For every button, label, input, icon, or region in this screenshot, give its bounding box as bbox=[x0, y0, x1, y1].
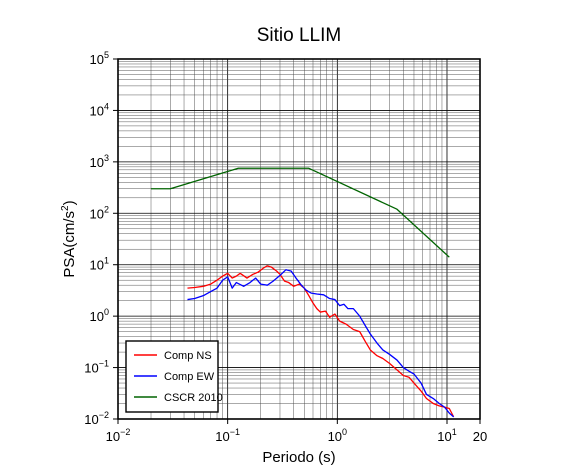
tick-base: 10 bbox=[328, 429, 342, 444]
tick-base: 10 bbox=[106, 429, 120, 444]
series-line-comp-ew bbox=[187, 269, 455, 418]
tick-base: 10 bbox=[90, 103, 104, 118]
tick-exponent: 3 bbox=[104, 153, 109, 163]
plot-frame bbox=[117, 58, 481, 420]
x-tick-label: 10−2 bbox=[106, 427, 131, 444]
tick-base: 10 bbox=[90, 52, 104, 67]
y-axis-label-sup: 2 bbox=[60, 205, 71, 211]
tick-exponent: 2 bbox=[104, 204, 109, 214]
y-tick-label: 101 bbox=[90, 256, 109, 273]
tick-base: 10 bbox=[90, 258, 104, 273]
tick-exponent: 1 bbox=[452, 427, 457, 437]
tick-exponent: 1 bbox=[104, 256, 109, 266]
tick-exponent: −1 bbox=[230, 427, 240, 437]
plot-grid bbox=[113, 58, 481, 424]
x-axis-label: Periodo (s) bbox=[262, 449, 335, 466]
x-tick-label: 10−1 bbox=[215, 427, 240, 444]
tick-base: 10 bbox=[84, 361, 98, 376]
tick-base: 10 bbox=[437, 429, 451, 444]
tick-base: 10 bbox=[90, 206, 104, 221]
plot-series bbox=[151, 167, 455, 418]
chart-title: Sitio LLIM bbox=[257, 25, 341, 46]
y-tick-label: 10−1 bbox=[84, 359, 109, 376]
legend-label-comp-ns: Comp NS bbox=[164, 350, 212, 362]
tick-base: 20 bbox=[473, 429, 487, 444]
x-tick-label: 20 bbox=[473, 429, 487, 444]
x-tick-labels: 10−2 10−1 100 101 20 bbox=[106, 427, 488, 444]
y-axis-label-close: ) bbox=[61, 200, 78, 205]
y-tick-label: 102 bbox=[90, 204, 109, 221]
tick-base: 10 bbox=[215, 429, 229, 444]
tick-exponent: −2 bbox=[120, 427, 130, 437]
y-tick-label: 10−2 bbox=[84, 410, 109, 427]
tick-exponent: 0 bbox=[104, 307, 109, 317]
tick-exponent: 5 bbox=[104, 50, 109, 60]
y-axis-label-base: PSA(cm/s bbox=[61, 211, 78, 278]
tick-exponent: 4 bbox=[104, 101, 109, 111]
x-tick-label: 101 bbox=[437, 427, 456, 444]
y-tick-label: 100 bbox=[90, 307, 109, 324]
tick-base: 10 bbox=[90, 155, 104, 170]
tick-exponent: −2 bbox=[99, 410, 109, 420]
tick-base: 10 bbox=[84, 412, 98, 427]
series-line-cscr-2010 bbox=[151, 167, 450, 258]
tick-exponent: −1 bbox=[99, 359, 109, 369]
y-tick-label: 104 bbox=[90, 101, 109, 118]
tick-exponent: 0 bbox=[342, 427, 347, 437]
tick-base: 10 bbox=[90, 309, 104, 324]
series-line-comp-ns bbox=[187, 265, 455, 418]
legend-label-cscr-2010: CSCR 2010 bbox=[164, 392, 223, 404]
x-tick-label: 100 bbox=[328, 427, 347, 444]
y-axis-label: PSA(cm/s2) bbox=[60, 200, 78, 277]
y-tick-label: 103 bbox=[90, 153, 109, 170]
legend: Comp NS Comp EW CSCR 2010 bbox=[125, 340, 223, 413]
y-tick-label: 105 bbox=[90, 50, 109, 67]
legend-label-comp-ew: Comp EW bbox=[164, 371, 215, 383]
